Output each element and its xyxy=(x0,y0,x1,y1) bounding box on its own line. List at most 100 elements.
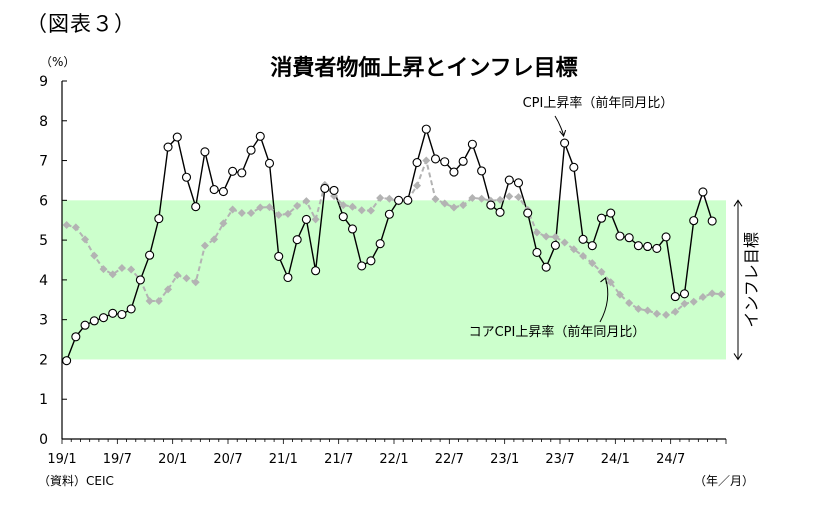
data-point-cpi xyxy=(541,262,551,272)
data-point-cpi xyxy=(320,183,330,193)
data-point-cpi xyxy=(283,272,293,283)
data-point-cpi xyxy=(550,240,560,250)
figure-label: （図表３） xyxy=(26,12,136,36)
data-point-core-cpi xyxy=(108,270,117,279)
data-point-cpi xyxy=(477,166,487,176)
data-point-cpi xyxy=(357,261,367,271)
data-point-core-cpi xyxy=(708,289,717,298)
data-point-cpi xyxy=(403,195,413,205)
data-point-cpi xyxy=(264,158,275,168)
y-tick-label: 7 xyxy=(39,154,48,170)
data-point-core-cpi xyxy=(173,271,182,280)
data-point-core-cpi xyxy=(652,309,661,318)
data-point-core-cpi xyxy=(302,197,311,206)
data-point-core-cpi xyxy=(81,235,90,244)
data-point-core-cpi xyxy=(127,265,136,274)
source-label: （資料）CEIC xyxy=(38,474,114,488)
annotation-cpi: CPI上昇率（前年同月比） xyxy=(523,95,674,111)
data-point-cpi xyxy=(347,224,358,234)
data-point-core-cpi xyxy=(311,215,320,224)
annotation-cpi-arrowhead xyxy=(559,129,567,138)
data-point-core-cpi xyxy=(99,265,108,274)
data-point-core-cpi xyxy=(468,193,477,202)
data-point-cpi xyxy=(394,195,404,205)
y-unit-label: （%） xyxy=(40,55,76,69)
data-point-core-cpi xyxy=(440,199,449,208)
data-point-core-cpi xyxy=(265,203,274,212)
data-point-cpi xyxy=(274,251,284,261)
annotation-cpi-leader xyxy=(554,115,565,136)
data-point-cpi xyxy=(255,131,265,141)
y-tick-label: 9 xyxy=(39,74,48,90)
data-point-cpi xyxy=(181,172,192,182)
data-point-cpi xyxy=(108,308,118,318)
data-point-cpi xyxy=(191,202,201,212)
data-point-core-cpi xyxy=(145,296,154,305)
y-tick-label: 4 xyxy=(39,273,48,289)
data-point-cpi xyxy=(606,208,616,218)
data-point-core-cpi xyxy=(71,223,80,232)
data-point-cpi xyxy=(375,239,385,249)
data-point-core-cpi xyxy=(164,285,173,294)
data-point-core-cpi xyxy=(228,205,237,214)
data-point-core-cpi xyxy=(505,192,514,201)
data-point-cpi xyxy=(338,212,348,222)
target-band-label: インフレ目標 xyxy=(742,232,761,328)
data-point-core-cpi xyxy=(182,274,191,283)
y-tick-label: 1 xyxy=(39,392,48,408)
data-point-cpi xyxy=(689,216,699,226)
data-point-cpi xyxy=(209,185,219,195)
data-point-cpi xyxy=(532,247,542,257)
data-point-cpi xyxy=(218,187,228,197)
data-point-core-cpi xyxy=(496,195,505,204)
data-point-cpi xyxy=(62,356,72,366)
data-point-core-cpi xyxy=(154,296,163,305)
data-point-cpi xyxy=(679,289,690,299)
data-point-core-cpi xyxy=(247,209,256,218)
y-tick-label: 6 xyxy=(39,193,48,209)
data-point-core-cpi xyxy=(237,209,246,218)
x-tick-label: 24/1 xyxy=(601,452,630,467)
x-tick-label: 20/7 xyxy=(213,452,242,467)
data-point-cpi xyxy=(560,138,570,148)
data-point-cpi xyxy=(329,185,339,195)
data-point-cpi xyxy=(495,207,505,217)
data-point-cpi xyxy=(98,313,109,323)
data-point-cpi xyxy=(135,275,145,285)
x-unit-label: （年／月） xyxy=(693,474,754,488)
data-point-cpi xyxy=(163,142,173,152)
data-point-cpi xyxy=(366,256,376,266)
data-point-core-cpi xyxy=(542,232,551,241)
data-point-cpi xyxy=(615,231,625,241)
data-point-cpi xyxy=(154,214,164,224)
data-point-cpi xyxy=(301,214,311,224)
data-point-core-cpi xyxy=(671,307,680,316)
data-point-cpi xyxy=(523,208,533,218)
y-tick-label: 2 xyxy=(39,352,48,368)
data-point-cpi xyxy=(652,243,662,254)
x-tick-label: 19/7 xyxy=(103,452,132,467)
axes: 0 1 2 3 4 5 6 7 8 9 19/1 19/7 20/1 20/7 21/1 21/7 22/1 22… xyxy=(39,74,727,467)
data-point-core-cpi xyxy=(200,241,209,250)
x-tick-label: 21/7 xyxy=(324,452,353,467)
data-point-core-cpi xyxy=(560,238,569,247)
data-point-core-cpi xyxy=(422,156,431,165)
data-point-cpi xyxy=(578,234,588,244)
data-point-cpi xyxy=(412,157,422,168)
data-point-core-cpi xyxy=(339,201,348,210)
y-tick-label: 8 xyxy=(39,114,48,130)
data-point-core-cpi xyxy=(698,292,707,301)
series-layer xyxy=(62,124,726,366)
data-point-core-cpi xyxy=(90,251,99,260)
data-point-cpi xyxy=(200,147,210,157)
data-point-core-cpi xyxy=(588,259,597,268)
data-point-core-cpi xyxy=(579,252,588,261)
data-point-cpi xyxy=(624,233,634,243)
data-point-cpi xyxy=(633,241,643,251)
data-point-cpi xyxy=(661,232,671,242)
data-point-core-cpi xyxy=(376,193,385,202)
x-tick-label: 22/1 xyxy=(379,452,408,467)
data-point-core-cpi xyxy=(357,206,366,215)
data-point-cpi xyxy=(89,316,99,326)
data-point-core-cpi xyxy=(431,195,440,204)
